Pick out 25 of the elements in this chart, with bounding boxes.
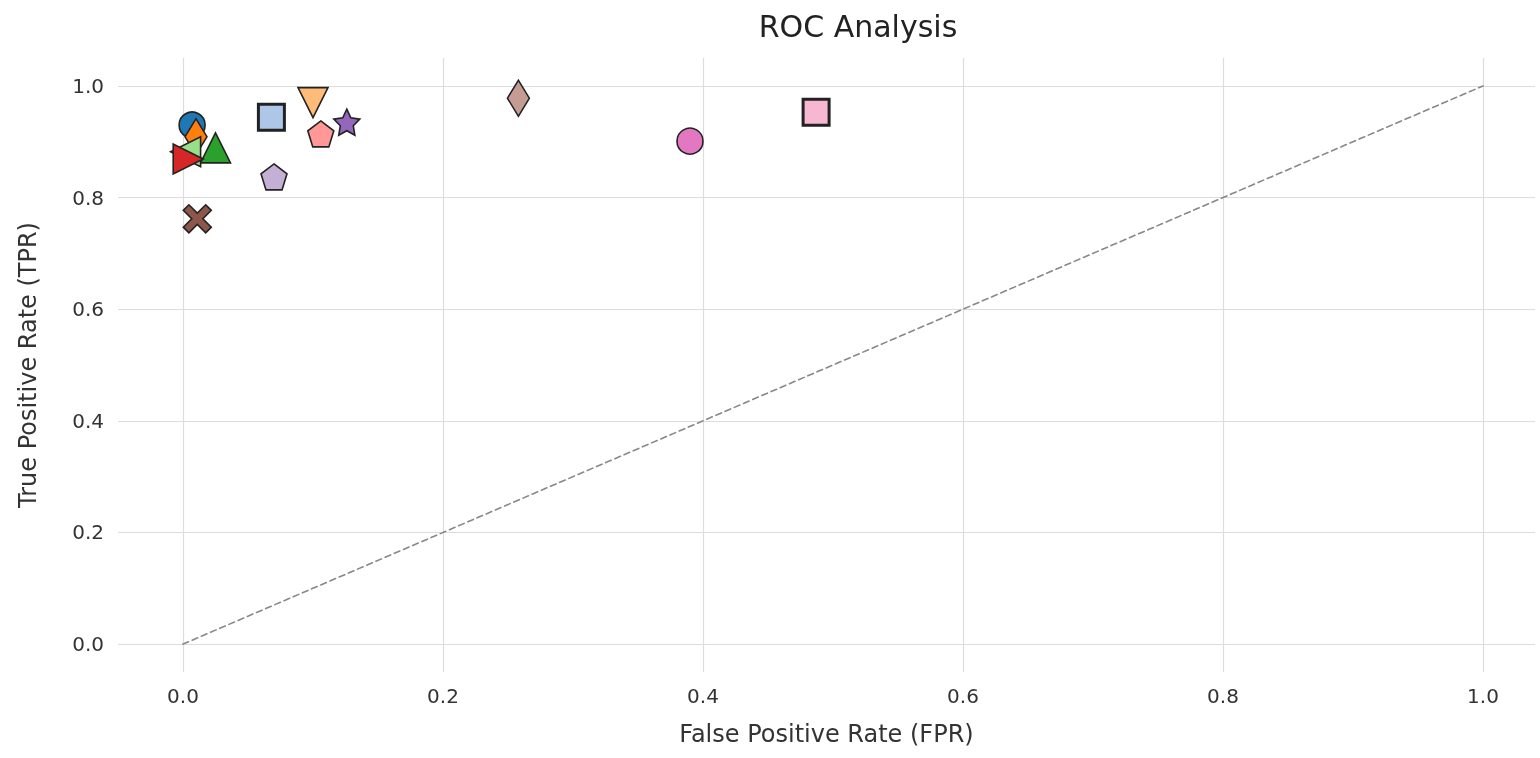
point [182, 203, 213, 234]
point [260, 163, 288, 191]
y-tick-label: 0.4 [72, 408, 104, 433]
point [199, 132, 232, 164]
x-tick-label: 0.6 [947, 684, 979, 708]
point [297, 86, 329, 119]
x-tick-label: 0.8 [1207, 684, 1239, 708]
point [172, 143, 204, 175]
y-tick-label: 0.2 [72, 520, 104, 545]
x-tick-label: 0.0 [167, 684, 199, 708]
y-axis-title: True Positive Rate (TPR) [14, 222, 42, 509]
y-tick-label: 0.6 [72, 297, 104, 322]
y-tick-label: 0.8 [72, 185, 104, 210]
chart-title: ROC Analysis [758, 8, 958, 44]
x-tick-label: 1.0 [1467, 684, 1499, 708]
point [256, 102, 286, 132]
point [307, 120, 335, 148]
x-tick-label: 0.2 [427, 684, 459, 708]
x-tick-label: 0.4 [687, 684, 719, 708]
y-tick-label: 0.0 [72, 632, 104, 657]
point [801, 97, 831, 127]
x-axis-title: False Positive Rate (FPR) [679, 720, 974, 748]
point [676, 127, 704, 155]
point [333, 108, 361, 136]
y-tick-label: 1.0 [72, 73, 104, 98]
